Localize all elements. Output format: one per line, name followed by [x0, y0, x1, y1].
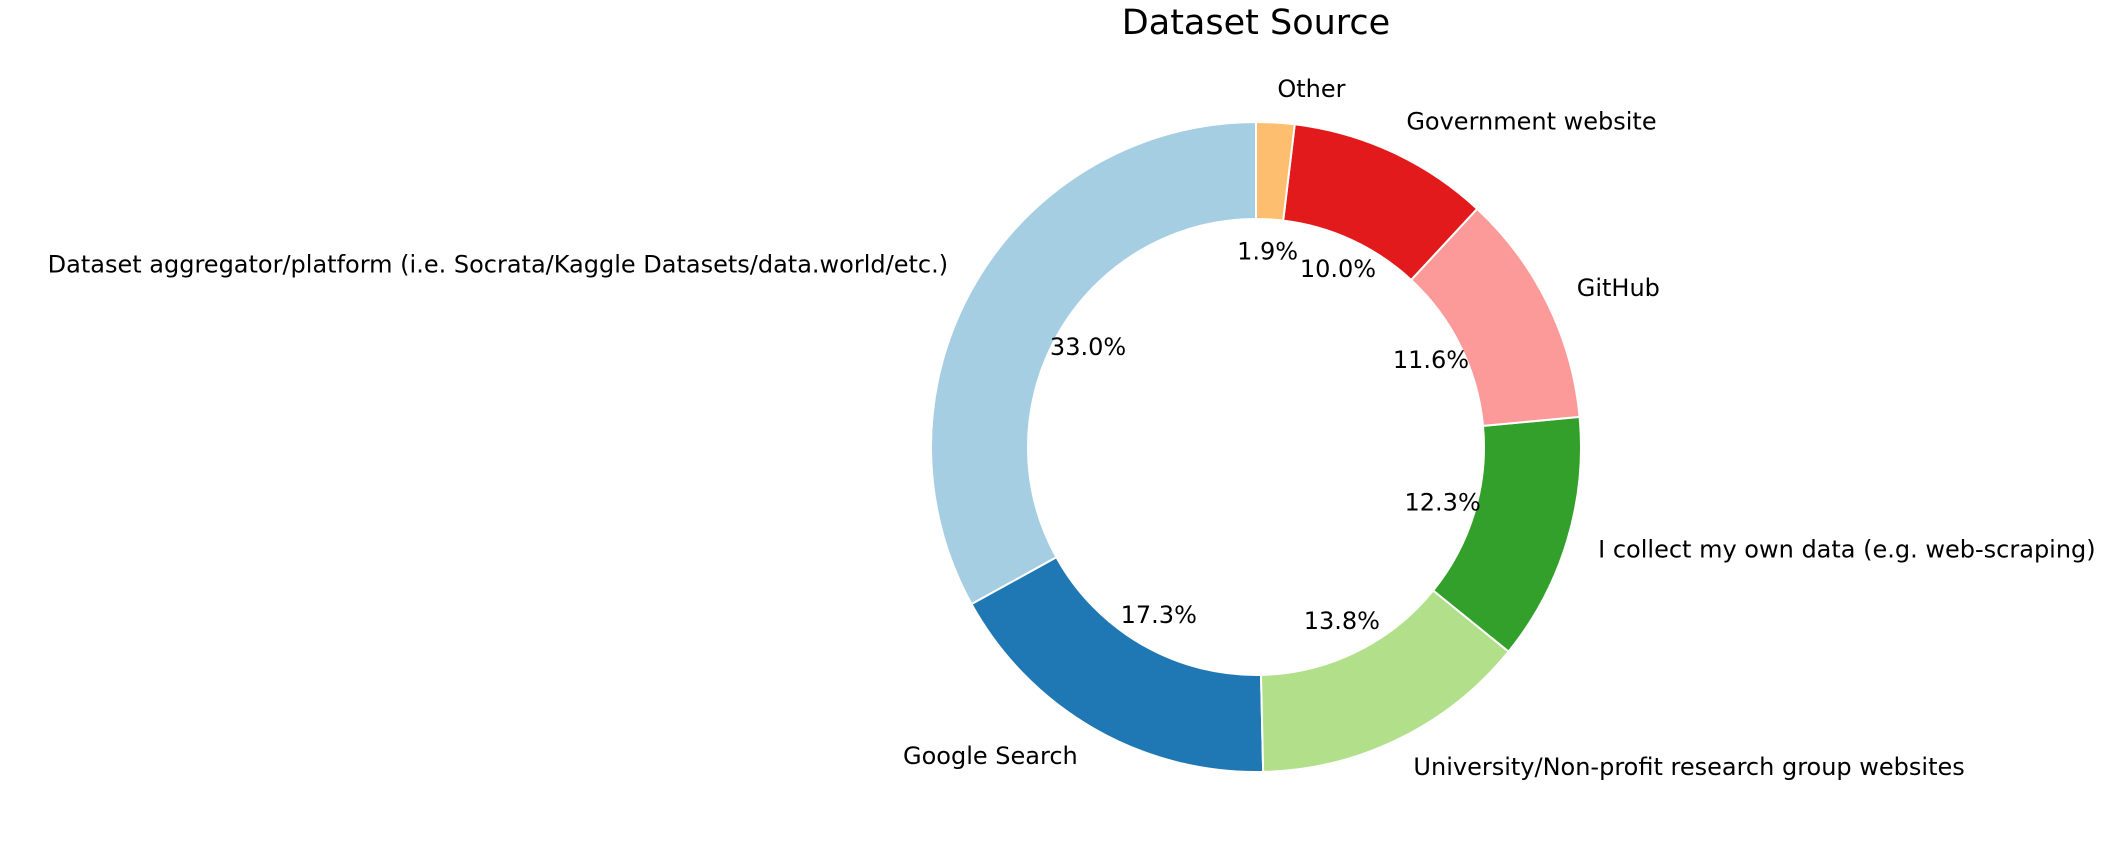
slice-label: Dataset aggregator/platform (i.e. Socrat… — [48, 250, 948, 278]
slice-label: University/Non-profit research group web… — [1413, 753, 1964, 781]
slice-label: GitHub — [1577, 274, 1660, 302]
percent-label: 11.6% — [1393, 346, 1469, 374]
slice-label: Government website — [1406, 108, 1656, 136]
donut-slice — [1255, 120, 1296, 222]
percent-label: 1.9% — [1237, 237, 1298, 265]
percent-label: 33.0% — [1050, 333, 1126, 361]
slice-label: Other — [1277, 75, 1345, 103]
donut-slice — [970, 555, 1265, 773]
slice-label: I collect my own data (e.g. web-scraping… — [1598, 536, 2096, 564]
percent-label: 10.0% — [1300, 255, 1376, 283]
donut-slice — [930, 120, 1257, 606]
chart-title: Dataset Source — [1122, 3, 1390, 43]
percent-label: 12.3% — [1405, 489, 1481, 517]
percent-label: 17.3% — [1121, 601, 1197, 629]
percent-label: 13.8% — [1304, 607, 1380, 635]
slice-label: Google Search — [903, 742, 1078, 770]
